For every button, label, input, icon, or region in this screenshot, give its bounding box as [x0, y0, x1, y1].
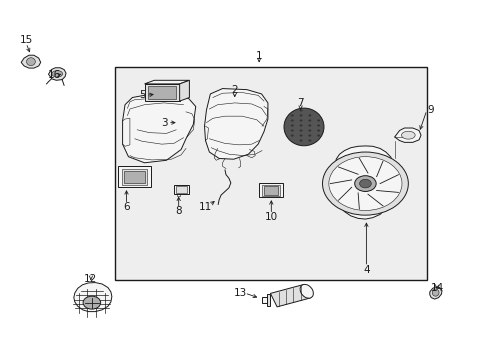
Bar	[144, 84, 179, 101]
Text: 13: 13	[233, 288, 247, 298]
Polygon shape	[48, 68, 66, 80]
Text: 4: 4	[363, 265, 369, 275]
Polygon shape	[270, 284, 309, 307]
Bar	[263, 186, 278, 195]
Text: 3: 3	[161, 118, 167, 128]
Circle shape	[308, 125, 311, 127]
Circle shape	[308, 120, 311, 122]
Bar	[259, 183, 282, 197]
Circle shape	[299, 114, 302, 117]
Ellipse shape	[401, 131, 414, 139]
Ellipse shape	[300, 284, 313, 298]
Circle shape	[299, 109, 302, 112]
Text: 15: 15	[20, 35, 33, 45]
Circle shape	[308, 139, 311, 141]
Polygon shape	[261, 297, 266, 303]
Text: 9: 9	[427, 105, 433, 115]
Text: 8: 8	[175, 206, 182, 216]
Text: 14: 14	[429, 283, 443, 293]
Circle shape	[308, 134, 311, 136]
Circle shape	[322, 152, 407, 215]
Circle shape	[354, 176, 375, 192]
Polygon shape	[21, 55, 41, 68]
Ellipse shape	[431, 289, 438, 296]
Polygon shape	[179, 80, 189, 101]
Text: 10: 10	[264, 212, 277, 222]
Bar	[118, 166, 151, 187]
Polygon shape	[334, 146, 394, 219]
Bar	[173, 185, 189, 194]
Circle shape	[317, 120, 320, 122]
Circle shape	[317, 130, 320, 132]
Polygon shape	[204, 89, 267, 159]
Circle shape	[328, 157, 401, 211]
Circle shape	[299, 139, 302, 141]
Text: 2: 2	[231, 85, 238, 95]
Text: 11: 11	[199, 202, 212, 212]
Text: 7: 7	[297, 98, 303, 108]
Text: 1: 1	[255, 51, 262, 61]
Bar	[148, 86, 176, 99]
Circle shape	[290, 125, 293, 127]
Circle shape	[290, 114, 293, 117]
Polygon shape	[122, 94, 195, 163]
Text: 16: 16	[48, 70, 61, 80]
Polygon shape	[74, 283, 112, 312]
Bar	[122, 169, 147, 185]
Circle shape	[317, 125, 320, 127]
Circle shape	[83, 296, 101, 309]
Circle shape	[290, 120, 293, 122]
Circle shape	[317, 134, 320, 136]
Polygon shape	[394, 128, 420, 142]
Bar	[261, 185, 280, 196]
Circle shape	[308, 130, 311, 132]
Circle shape	[308, 114, 311, 117]
Text: 12: 12	[84, 274, 97, 284]
Circle shape	[359, 179, 370, 188]
Bar	[175, 186, 187, 193]
Ellipse shape	[26, 58, 35, 66]
Circle shape	[290, 130, 293, 132]
Circle shape	[299, 125, 302, 127]
Polygon shape	[266, 294, 269, 306]
Polygon shape	[429, 287, 441, 299]
Ellipse shape	[52, 71, 62, 77]
Circle shape	[299, 130, 302, 132]
Polygon shape	[144, 80, 189, 84]
Bar	[124, 171, 144, 183]
Circle shape	[299, 134, 302, 136]
Ellipse shape	[284, 108, 324, 146]
Bar	[115, 67, 427, 280]
Text: 6: 6	[123, 202, 129, 212]
Text: 5: 5	[139, 90, 145, 100]
Circle shape	[290, 134, 293, 136]
Circle shape	[299, 120, 302, 122]
